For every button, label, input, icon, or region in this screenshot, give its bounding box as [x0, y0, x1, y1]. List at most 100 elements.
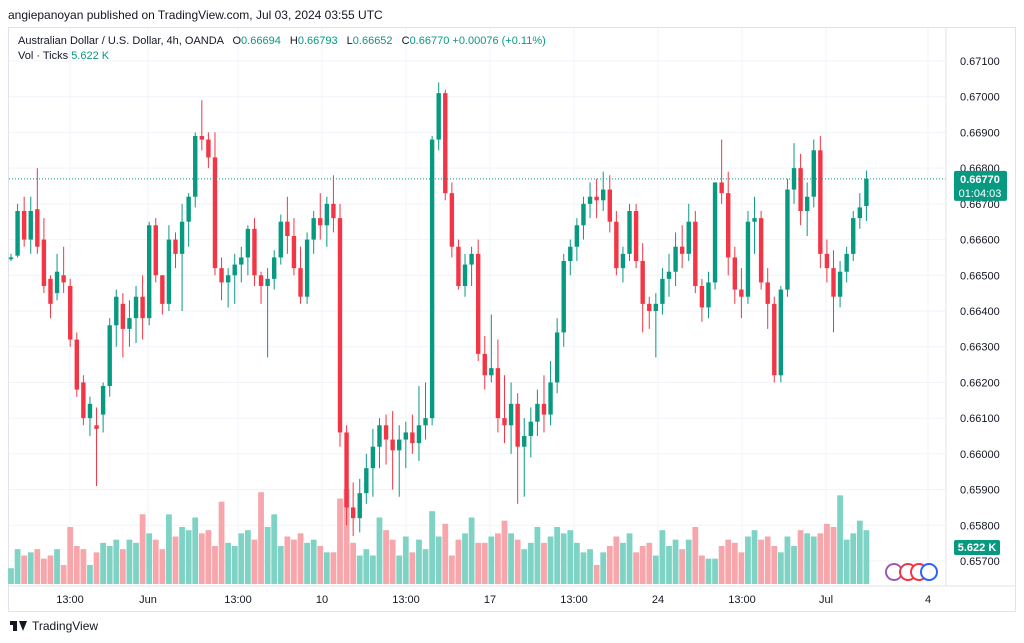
volume-bar: [27, 552, 34, 584]
volume-bar: [587, 549, 593, 584]
volume-bar: [271, 514, 278, 584]
volume-bar: [100, 542, 107, 584]
volume-bar: [705, 558, 712, 584]
candle-body: [726, 193, 731, 258]
volume-bar: [8, 568, 14, 584]
volume-bar: [764, 536, 771, 584]
volume-bar: [172, 536, 179, 584]
candle-body: [791, 168, 797, 190]
candle-body: [81, 382, 86, 419]
candle-body: [462, 264, 468, 286]
volume-bar: [699, 555, 705, 584]
candle-body: [482, 353, 487, 376]
symbol-title[interactable]: Australian Dollar / U.S. Dollar, 4h, OAN…: [18, 35, 224, 47]
volume-bar: [804, 533, 811, 584]
volume-bar: [718, 546, 725, 584]
volume-bar: [751, 530, 758, 584]
candle-body: [693, 221, 698, 286]
volume-bar: [284, 536, 291, 584]
candle-body: [166, 239, 172, 304]
candle-body: [804, 196, 810, 211]
volume-bar: [264, 527, 271, 584]
volume-bar: [41, 558, 47, 584]
chart-legend: Australian Dollar / U.S. Dollar, 4h, OAN…: [18, 34, 546, 64]
time-tick-label: 4: [925, 594, 931, 606]
candle-body: [443, 93, 448, 194]
candle-body: [712, 182, 718, 283]
time-axis: 13:00 Jun 13:00 10 13:00 17 13:00 24 13:00 Jul 4: [9, 585, 1015, 606]
candle-body: [350, 507, 356, 519]
candle-body: [15, 211, 20, 256]
volume-bar: [560, 533, 567, 584]
volume-bar: [508, 533, 514, 584]
volume-bar: [14, 549, 21, 584]
event-marker-icon[interactable]: [920, 563, 938, 581]
volume-bar: [73, 546, 80, 584]
candle-body: [449, 193, 455, 247]
candle-body: [146, 225, 152, 319]
volume-bar: [47, 555, 54, 584]
price-tick-label: 0.66500: [960, 270, 1000, 282]
volume-bar: [738, 552, 745, 584]
volume-bar: [600, 552, 607, 584]
volume-bar: [475, 542, 482, 584]
candle-body: [265, 278, 270, 286]
price-tick-label: 0.66000: [960, 449, 1000, 461]
time-tick-label: Jul: [819, 594, 833, 606]
footer-brand[interactable]: TradingView: [10, 619, 98, 633]
candle-body: [660, 278, 665, 304]
candle-body: [831, 268, 836, 297]
volume-bar: [54, 549, 60, 584]
candle-body: [837, 271, 843, 297]
volume-bar: [179, 527, 185, 584]
volume-bar: [396, 555, 403, 584]
candle-body: [390, 439, 395, 451]
volume-bars: [8, 489, 870, 584]
chart-frame: [8, 27, 1016, 612]
volume-bar: [462, 533, 468, 584]
volume-bar: [837, 495, 843, 584]
candle-body: [647, 303, 652, 311]
candle-body: [199, 136, 205, 140]
price-tick-label: 0.67100: [960, 56, 1000, 68]
volume-bar: [370, 555, 376, 584]
volume-label[interactable]: Vol · Ticks: [18, 50, 69, 62]
close-label: C: [401, 35, 410, 47]
candle-body: [48, 278, 53, 304]
volume-bar: [771, 546, 778, 584]
candle-body: [193, 136, 198, 197]
time-tick-label: 13:00: [224, 594, 252, 606]
volume-bar: [126, 539, 133, 584]
volume-bar: [258, 492, 264, 584]
volume-bar: [251, 539, 258, 584]
candle-body: [548, 382, 553, 415]
candle-body: [423, 418, 428, 426]
volume-bar: [797, 530, 804, 584]
candle-body: [100, 386, 106, 415]
candle-body: [719, 182, 724, 194]
candle-body: [94, 425, 99, 429]
candle-body: [127, 318, 132, 329]
candle-body: [304, 239, 310, 297]
candle-body: [495, 368, 501, 419]
volume-bar: [685, 539, 692, 584]
volume-bar: [205, 530, 212, 584]
candle-body: [272, 257, 277, 279]
volume-bar: [527, 542, 534, 584]
volume-bar: [679, 549, 686, 584]
volume-bar: [277, 546, 284, 584]
volume-bar: [166, 514, 172, 584]
low-value: 0.66652: [352, 35, 393, 47]
candle-body: [87, 403, 93, 419]
price-tick-label: 0.66200: [960, 377, 1000, 389]
volume-bar: [646, 542, 653, 584]
price-tick-label: 0.66700: [960, 199, 1000, 211]
open-value: 0.66694: [241, 35, 281, 47]
candle-body: [456, 246, 461, 286]
volume-bar: [435, 536, 442, 584]
candle-body: [851, 218, 856, 254]
candle-body: [344, 432, 349, 508]
candle-body: [397, 439, 402, 451]
candle-body: [377, 425, 382, 447]
